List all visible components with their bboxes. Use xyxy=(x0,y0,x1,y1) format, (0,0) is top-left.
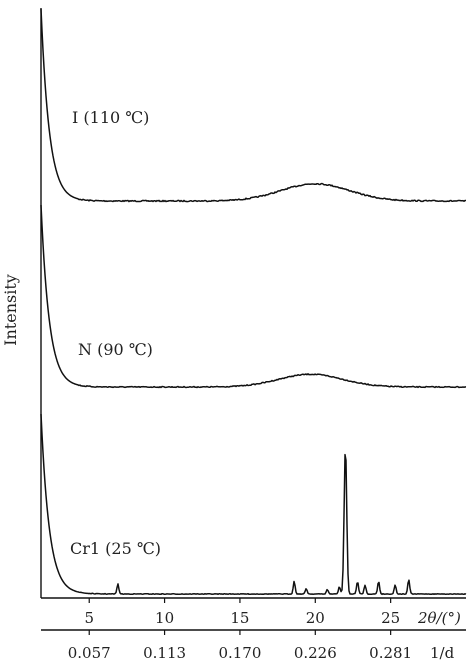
series-label-3: Cr1 (25 ℃) xyxy=(70,539,161,558)
secondary-x-tick-label: 0.281 xyxy=(369,644,412,662)
x-tick-label: 10 xyxy=(155,609,174,627)
y-axis-label: Intensity xyxy=(1,274,20,346)
x-tick-label: 15 xyxy=(230,609,249,627)
series-layer: I (110 ℃) N (90 ℃) Cr1 (25 ℃) xyxy=(40,8,467,596)
x-axis-label: 2θ/(°) xyxy=(417,609,461,627)
x-tick-label: 25 xyxy=(381,609,400,627)
secondary-x-tick-label: 0.113 xyxy=(143,644,186,662)
series-line-1 xyxy=(40,8,466,203)
x-tick-label: 5 xyxy=(84,609,94,627)
series-line-2 xyxy=(40,204,467,389)
secondary-x-tick-label: 0.170 xyxy=(218,644,261,662)
series-label-2: N (90 ℃) xyxy=(78,340,153,359)
secondary-x-axis-label: 1/d xyxy=(430,644,455,662)
secondary-x-tick-label: 0.226 xyxy=(294,644,337,662)
secondary-x-tick-label: 0.057 xyxy=(68,644,111,662)
series-line-3 xyxy=(40,413,467,596)
series-label-1: I (110 ℃) xyxy=(72,108,149,127)
x-tick-label: 20 xyxy=(306,609,325,627)
x-ticks: 5 0.057 10 0.113 15 0.170 20 0.226 25 0.281 xyxy=(68,598,412,662)
